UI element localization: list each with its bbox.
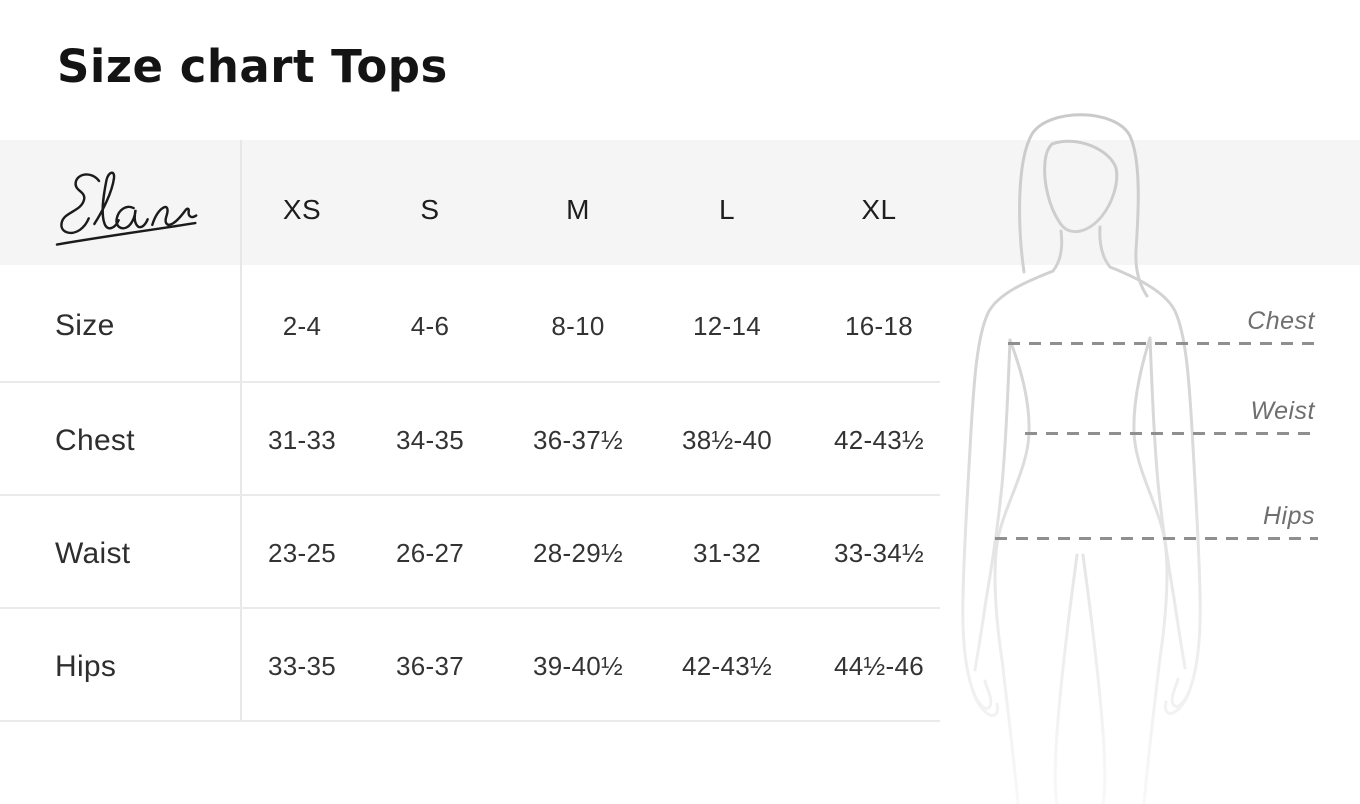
figure-right-torso-leg xyxy=(1132,336,1169,804)
figure-left-hand xyxy=(971,689,1000,717)
cell-chest-xs: 31-33 xyxy=(268,425,336,455)
cell-hips-l: 42-43½ xyxy=(682,651,772,681)
cell-waist-xs: 23-25 xyxy=(268,538,336,568)
figure-left-inner-leg xyxy=(1053,553,1079,804)
figure-left-shoulder-arm xyxy=(961,269,1055,710)
row-label-hips: Hips xyxy=(55,649,117,683)
cell-size-xl: 16-18 xyxy=(845,310,913,341)
waist-measure-line xyxy=(1025,432,1318,435)
cell-waist-m: 28-29½ xyxy=(533,538,623,568)
figure-hair xyxy=(1018,113,1149,298)
cell-hips-xl: 44½-46 xyxy=(834,651,924,681)
cell-waist-l: 31-32 xyxy=(693,538,761,568)
cell-hips-xs: 33-35 xyxy=(268,651,336,681)
cell-chest-xl: 42-43½ xyxy=(834,425,924,455)
cell-chest-l: 38½-40 xyxy=(682,425,772,455)
cell-size-s: 4-6 xyxy=(410,310,450,341)
figure-right-inner-arm xyxy=(1148,336,1187,670)
cell-size-xs: 2-4 xyxy=(282,310,322,341)
cell-hips-m: 39-40½ xyxy=(533,651,623,681)
figure-neck-right xyxy=(1098,225,1112,269)
column-header-xl: XL xyxy=(861,193,897,225)
hips-measure-label: Hips xyxy=(1262,502,1315,530)
page-title: Size chart Tops xyxy=(57,40,448,93)
chest-measure-label: Chest xyxy=(1247,307,1315,335)
table-column-divider xyxy=(240,140,242,721)
female-silhouette-illustration xyxy=(961,113,1202,804)
figure-right-inner-leg xyxy=(1081,553,1107,804)
row-label-chest: Chest xyxy=(55,423,135,457)
waist-measure-label: Weist xyxy=(1250,397,1315,425)
row-label-waist: Waist xyxy=(55,536,131,570)
cell-hips-s: 36-37 xyxy=(396,651,464,681)
row-separator xyxy=(0,494,940,496)
column-header-s: S xyxy=(420,193,440,225)
row-label-size: Size xyxy=(55,309,115,342)
logo-letter-l xyxy=(93,171,120,230)
chest-measure-line xyxy=(1008,342,1318,345)
cell-chest-m: 36-37½ xyxy=(533,425,623,455)
figure-left-torso-leg xyxy=(993,338,1031,804)
figure-face xyxy=(1043,139,1119,234)
cell-waist-xl: 33-34½ xyxy=(834,538,924,568)
figure-right-hand xyxy=(1163,687,1192,715)
cell-waist-s: 26-27 xyxy=(396,538,464,568)
cell-size-m: 8-10 xyxy=(551,310,605,341)
figure-right-shoulder-arm xyxy=(1108,265,1202,708)
column-header-m: M xyxy=(566,193,590,225)
logo-letter-a xyxy=(115,205,149,230)
row-separator xyxy=(0,607,940,609)
row-separator xyxy=(0,381,940,383)
table-header-band xyxy=(0,140,1360,265)
figure-neck-left xyxy=(1051,229,1064,273)
column-header-xs: XS xyxy=(282,193,322,225)
logo-underline-swash xyxy=(55,221,197,246)
column-header-l: L xyxy=(718,193,736,225)
cell-size-l: 12-14 xyxy=(693,310,761,341)
figure-left-inner-arm xyxy=(973,338,1012,672)
elan-logo xyxy=(55,171,198,246)
hips-measure-line xyxy=(995,537,1318,540)
table-bottom-border xyxy=(0,720,940,722)
logo-letter-n xyxy=(151,205,198,227)
cell-chest-s: 34-35 xyxy=(396,425,464,455)
logo-letter-E xyxy=(60,173,101,235)
